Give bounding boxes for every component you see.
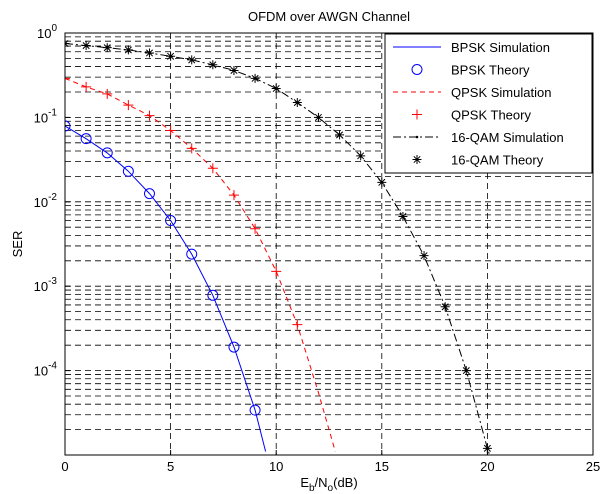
data-point-circle: [65, 120, 71, 132]
y-axis-label: SER: [10, 231, 25, 258]
data-point-star: [440, 302, 450, 312]
legend-label: BPSK Simulation: [451, 40, 550, 55]
legend-label: BPSK Theory: [451, 63, 530, 78]
x-tick-label: 10: [269, 459, 283, 474]
data-point-star: [166, 51, 176, 61]
data-point-star: [81, 41, 91, 51]
legend-label: QPSK Theory: [451, 108, 531, 123]
x-tick-label: 5: [167, 459, 174, 474]
data-point-circle: [165, 215, 177, 227]
legend: BPSK Simulation BPSK Theory QPSK Simulatio…: [384, 33, 593, 174]
data-point-star: [187, 55, 197, 65]
series-bpsk-simulation: [65, 125, 267, 452]
data-point-dot: [497, 479, 500, 482]
data-point-star: [335, 130, 345, 140]
axis-ticks: 0 5 10 15 20 25 100 10-1 10-2 10-3 10-4: [34, 23, 601, 474]
data-point-plus: [81, 81, 92, 92]
x-label-n: /N: [315, 475, 328, 490]
data-point-star: [208, 60, 218, 70]
series-line: [65, 125, 267, 452]
legend-label: 16-QAM Simulation: [451, 130, 564, 145]
data-point-star: [461, 366, 471, 376]
data-point-circle: [249, 404, 261, 416]
x-label-sub-b: b: [309, 483, 315, 494]
data-point-star: [419, 251, 429, 261]
series-bpsk-theory: [65, 120, 261, 416]
data-point-plus: [271, 266, 282, 277]
y-tick-label: 10-2: [34, 192, 58, 210]
data-point-plus: [186, 143, 197, 154]
data-point-plus: [123, 100, 134, 111]
data-point-star: [123, 45, 133, 55]
x-tick-label: 15: [375, 459, 389, 474]
legend-label: QPSK Simulation: [451, 85, 551, 100]
data-point-circle: [122, 165, 134, 177]
legend-marker-sample: [412, 155, 422, 164]
x-label-sub-o: o: [328, 483, 334, 494]
data-point-star: [313, 112, 323, 122]
series-line: [65, 77, 336, 452]
series-line: [65, 43, 491, 455]
x-tick-label: 0: [61, 459, 68, 474]
chart-title: OFDM over AWGN Channel: [248, 9, 410, 24]
data-point-circle: [207, 289, 219, 301]
data-point-plus: [228, 190, 239, 201]
plot-frame: [64, 32, 594, 456]
data-point-star: [482, 443, 492, 453]
series-16-qam-theory: [65, 39, 492, 453]
y-tick-label: 10-3: [34, 276, 58, 294]
data-point-plus: [250, 223, 261, 234]
data-point-star: [292, 98, 302, 108]
data-point-plus: [144, 110, 155, 121]
series-qpsk-theory: [65, 73, 303, 330]
x-tick-label: 25: [586, 459, 600, 474]
data-point-star: [398, 211, 408, 221]
legend-marker-sample: [411, 64, 423, 75]
data-point-plus: [65, 73, 70, 84]
data-point-circle: [228, 341, 240, 353]
y-tick-label: 100: [37, 23, 57, 41]
data-point-plus: [102, 88, 113, 99]
data-point-plus: [292, 319, 303, 330]
series-layer: [65, 39, 500, 482]
data-point-star: [102, 43, 112, 53]
series-qpsk-simulation: [65, 77, 336, 452]
data-point-circle: [143, 188, 155, 200]
legend-label: 16-QAM Theory: [451, 153, 544, 168]
data-point-star: [229, 65, 239, 75]
x-label-unit: (dB): [333, 475, 358, 490]
legend-marker-sample: [415, 135, 419, 139]
data-point-star: [271, 83, 281, 93]
legend-marker-sample: [412, 109, 422, 120]
data-point-plus: [165, 125, 176, 136]
x-axis-label: Eb/No(dB): [300, 475, 357, 494]
x-label-e: E: [300, 475, 309, 490]
x-tick-label: 20: [480, 459, 494, 474]
data-point-plus: [207, 163, 218, 174]
data-point-circle: [186, 248, 198, 260]
data-point-star: [250, 73, 260, 83]
data-point-star: [377, 177, 387, 187]
data-point-circle: [101, 147, 113, 159]
y-tick-label: 10-1: [34, 107, 58, 125]
data-point-star: [144, 48, 154, 58]
legend-box: [384, 33, 593, 174]
data-point-circle: [80, 133, 92, 145]
y-tick-label: 10-4: [34, 361, 58, 379]
data-point-star: [356, 151, 366, 161]
